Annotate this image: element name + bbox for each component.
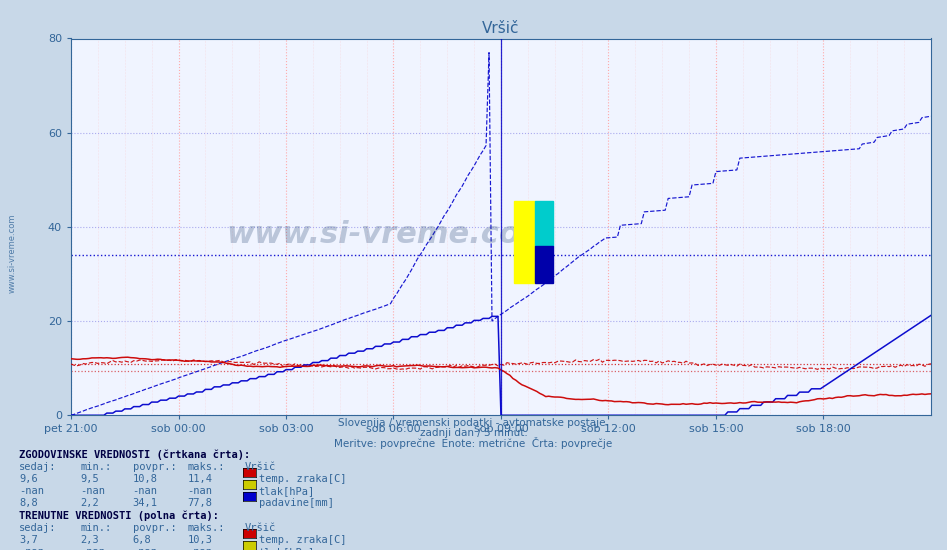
Text: -nan: -nan [19, 547, 44, 550]
Text: -nan: -nan [133, 486, 157, 496]
Text: sedaj:: sedaj: [19, 462, 57, 472]
Text: Slovenija / vremenski podatki - avtomatske postaje.: Slovenija / vremenski podatki - avtomats… [338, 418, 609, 428]
Text: -nan: -nan [133, 547, 157, 550]
Text: 9,6: 9,6 [19, 474, 38, 484]
Text: 9,5: 9,5 [80, 474, 99, 484]
Text: 2,2: 2,2 [80, 498, 99, 508]
Text: Vršič: Vršič [244, 462, 276, 472]
Text: -nan: -nan [19, 486, 44, 496]
Text: padavine[mm]: padavine[mm] [259, 498, 333, 508]
Title: Vršič: Vršič [482, 21, 520, 36]
Text: maks.:: maks.: [188, 462, 225, 472]
Text: www.si-vreme.com: www.si-vreme.com [8, 213, 17, 293]
Text: Meritve: povprečne  Enote: metrične  Črta: povprečje: Meritve: povprečne Enote: metrične Črta:… [334, 437, 613, 449]
Text: min.:: min.: [80, 523, 112, 533]
Bar [535, 246, 552, 283]
Text: 6,8: 6,8 [133, 535, 152, 545]
Text: 11,4: 11,4 [188, 474, 212, 484]
Text: 10,3: 10,3 [188, 535, 212, 545]
Text: tlak[hPa]: tlak[hPa] [259, 486, 314, 496]
Text: -nan: -nan [188, 547, 212, 550]
Text: zadnji dan / 5 minut.: zadnji dan / 5 minut. [420, 428, 527, 438]
Text: 3,7: 3,7 [19, 535, 38, 545]
Text: sedaj:: sedaj: [19, 523, 57, 533]
Text: 8,8: 8,8 [19, 498, 38, 508]
Text: -nan: -nan [188, 486, 212, 496]
Bar [535, 201, 552, 246]
Text: 77,8: 77,8 [188, 498, 212, 508]
Text: 2,3: 2,3 [80, 535, 99, 545]
Bar [514, 201, 535, 283]
Text: -nan: -nan [80, 486, 105, 496]
Text: tlak[hPa]: tlak[hPa] [259, 547, 314, 550]
Text: min.:: min.: [80, 462, 112, 472]
Text: TRENUTNE VREDNOSTI (polna črta):: TRENUTNE VREDNOSTI (polna črta): [19, 510, 219, 521]
Text: 34,1: 34,1 [133, 498, 157, 508]
Text: 10,8: 10,8 [133, 474, 157, 484]
Text: temp. zraka[C]: temp. zraka[C] [259, 535, 346, 545]
Text: povpr.:: povpr.: [133, 462, 176, 472]
Text: Vršič: Vršič [244, 523, 276, 533]
Text: www.si-vreme.com: www.si-vreme.com [226, 220, 552, 249]
Text: -nan: -nan [80, 547, 105, 550]
Text: ZGODOVINSKE VREDNOSTI (črtkana črta):: ZGODOVINSKE VREDNOSTI (črtkana črta): [19, 449, 250, 460]
Text: maks.:: maks.: [188, 523, 225, 533]
Text: temp. zraka[C]: temp. zraka[C] [259, 474, 346, 484]
Text: povpr.:: povpr.: [133, 523, 176, 533]
